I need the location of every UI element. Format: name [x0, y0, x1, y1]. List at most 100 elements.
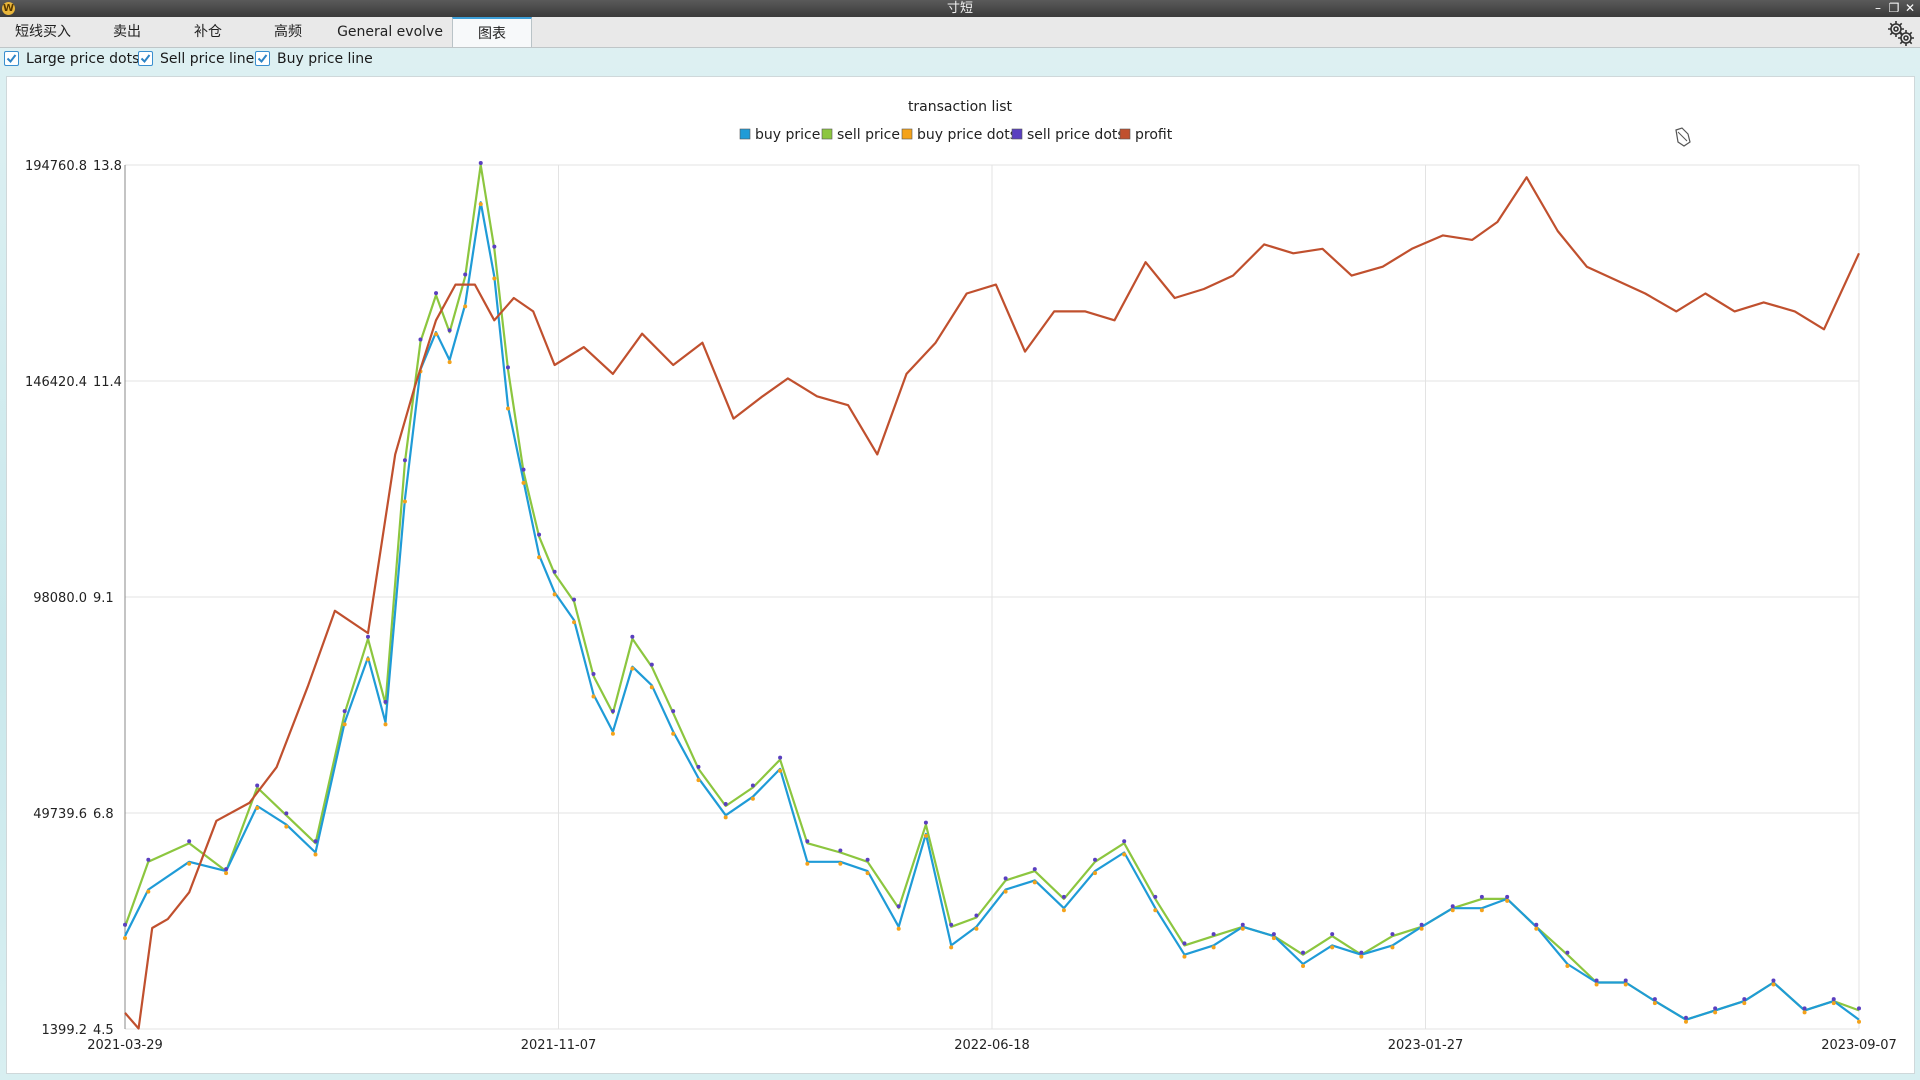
buy-price-dot: [1211, 945, 1216, 950]
buy-price-dot: [146, 889, 151, 894]
sell-price-dot: [434, 291, 439, 296]
sell-price-dot: [1061, 894, 1066, 899]
buy-price-dot: [974, 926, 979, 931]
buy-price-dot: [1032, 880, 1037, 885]
maximize-icon[interactable]: ❐: [1888, 1, 1900, 15]
sell-price-dot: [1450, 904, 1455, 909]
sell-price-dot: [342, 709, 347, 714]
settings-gear-icon[interactable]: [1886, 19, 1914, 47]
buy-price-dot: [1182, 954, 1187, 959]
sell-price-dot: [418, 337, 423, 342]
sell-price-dot: [1330, 932, 1335, 937]
profit-line: [124, 176, 1860, 1030]
tab-sell[interactable]: 卖出: [113, 24, 141, 40]
x-tick-label: 2023-09-07: [1821, 1038, 1897, 1053]
tab-general-evolve[interactable]: General evolve: [337, 24, 443, 40]
sell-price-dot: [1240, 922, 1245, 927]
sell-price-dot: [649, 662, 654, 667]
buy-price-dot: [187, 861, 192, 866]
buy-price-dot: [1713, 1010, 1718, 1015]
sell-price-dot: [572, 597, 577, 602]
buy-price-dot: [365, 657, 370, 662]
tab-high-frequency[interactable]: 高频: [274, 24, 302, 40]
buy-price-dot: [1683, 1019, 1688, 1024]
buy-price-dot: [1802, 1010, 1807, 1015]
tab-chart[interactable]: 图表: [452, 17, 532, 47]
legend-label: buy price dots: [917, 127, 1017, 143]
sell-price-dot: [478, 161, 483, 165]
buy-price-dot: [649, 685, 654, 690]
transaction-chart[interactable]: 194760.8 13.8 146420.4 11.4 98080.0 9.1 49739.…: [6, 76, 1913, 1072]
sell-price-line-checkbox[interactable]: Sell price line: [138, 50, 254, 68]
x-tick-label: 2021-11-07: [521, 1038, 597, 1053]
tab-short-buy[interactable]: 短线买入: [15, 24, 71, 40]
checkbox-checked-icon: [4, 51, 19, 66]
sell-price-dot: [1594, 978, 1599, 983]
buy-price-dot: [572, 620, 577, 625]
sell-price-dot: [591, 671, 596, 676]
y-left-tick-label: 194760.8: [25, 159, 87, 174]
sell-price-dot: [284, 811, 289, 816]
sell-price-dot: [1390, 932, 1395, 937]
sell-price-dot: [696, 764, 701, 769]
buy-price-dot: [402, 499, 407, 504]
sell-price-dot: [1211, 932, 1216, 937]
tab-bar: 短线买入 卖出 补仓 高频 General evolve 图表: [0, 17, 1920, 48]
sell-price-dot: [1301, 950, 1306, 955]
chart-panel: [6, 76, 1915, 1074]
buy-price-dot: [434, 332, 439, 337]
close-icon[interactable]: ✕: [1904, 1, 1916, 15]
buy-price-dot: [552, 592, 557, 597]
sell-price-dot: [1032, 867, 1037, 872]
buy-price-dot: [1742, 1001, 1747, 1006]
legend-swatch: [1011, 128, 1023, 140]
sell-price-dot: [146, 857, 151, 862]
sell-price-dot: [1419, 922, 1424, 927]
sell-price-dot: [1479, 894, 1484, 899]
large-price-dots-label: Large price dots: [26, 51, 140, 67]
buy-price-dot: [630, 666, 635, 671]
chart-series: [123, 161, 1861, 1030]
buy-price-dot: [463, 304, 468, 309]
buy-price-dot: [949, 945, 954, 950]
buy-price-dot: [1003, 889, 1008, 894]
buy-price-line-checkbox[interactable]: Buy price line: [255, 50, 373, 68]
buy-price-dot: [1857, 1019, 1861, 1024]
buy-price-dot: [1359, 954, 1364, 959]
buy-price-dot: [521, 480, 526, 485]
buy-price-dot: [478, 202, 483, 207]
sell-price-dot: [187, 839, 192, 844]
tab-replenish[interactable]: 补仓: [194, 24, 222, 40]
sell-price-dot: [492, 244, 497, 249]
sell-price-dot: [1652, 997, 1657, 1002]
buy-price-dot: [1479, 908, 1484, 913]
buy-price-dot: [1122, 852, 1127, 857]
buy-price-dot: [1093, 871, 1098, 876]
sell-price-dot: [123, 922, 127, 927]
sell-price-dot: [1359, 950, 1364, 955]
sell-price-dot: [1683, 1015, 1688, 1020]
buy-price-dot: [591, 694, 596, 699]
large-price-dots-checkbox[interactable]: Large price dots: [4, 50, 139, 68]
y-left-tick-label: 98080.0: [33, 591, 87, 606]
buy-price-dot: [313, 852, 318, 857]
chart-axes: 194760.8 13.8 146420.4 11.4 98080.0 9.1 49739.…: [25, 159, 1897, 1053]
sell-price-dot: [313, 839, 318, 844]
legend-swatch: [739, 128, 751, 140]
sell-price-dot: [838, 848, 843, 853]
buy-price-dot: [123, 936, 127, 941]
buy-price-dot: [838, 861, 843, 866]
x-tick-label: 2022-06-18: [954, 1038, 1030, 1053]
legend-swatch: [821, 128, 833, 140]
sell-price-dot: [224, 867, 229, 872]
buy-price-dot: [1505, 898, 1510, 903]
sell-price-dot: [1505, 894, 1510, 899]
buy-price-dot: [505, 406, 510, 411]
buy-price-dot: [750, 796, 755, 801]
sell-price-dot: [447, 328, 452, 333]
buy-price-dot: [1271, 936, 1276, 941]
sell-price-dot: [505, 365, 510, 370]
buy-price-dot: [865, 871, 870, 876]
buy-price-dot: [1771, 982, 1776, 987]
minimize-icon[interactable]: –: [1875, 1, 1881, 15]
